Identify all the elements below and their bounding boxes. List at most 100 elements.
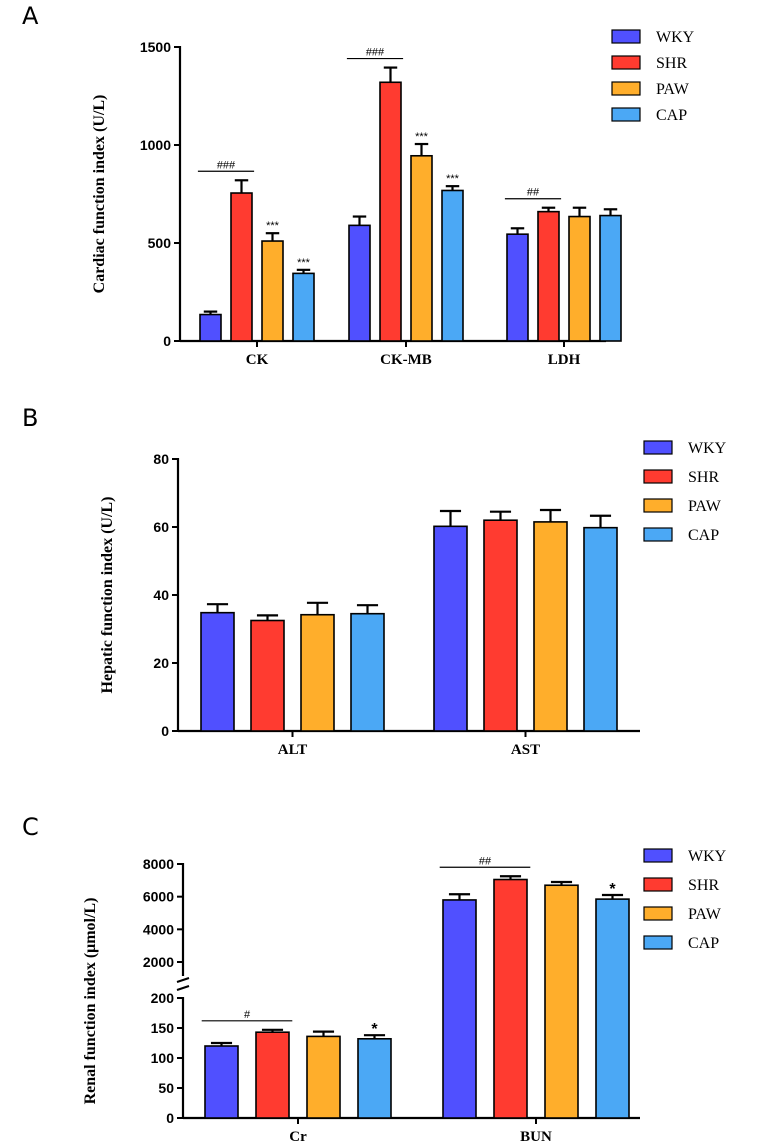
panel-label: B xyxy=(22,404,38,432)
significance-marker: ## xyxy=(527,187,540,199)
y-tick-label: 0 xyxy=(161,723,169,739)
bar-wky-ck xyxy=(199,313,222,342)
bar-paw-ast xyxy=(533,521,568,732)
y-tick-label: 150 xyxy=(151,1020,175,1036)
legend-label-shr: SHR xyxy=(688,877,719,894)
x-tick-label: BUN xyxy=(520,1129,552,1145)
y-tick-label: 8000 xyxy=(143,856,174,872)
bar-shr-alt xyxy=(250,619,285,732)
panel-b-chart: B Hepatic function index (U/L) 0 20 40 60 80 AL… xyxy=(22,404,727,758)
y-tick-label: 500 xyxy=(148,235,172,251)
bar-wky-bun xyxy=(442,899,477,1119)
bar-shr-ck-mb xyxy=(379,81,402,342)
bar-paw-alt xyxy=(300,613,335,732)
x-tick-label: LDH xyxy=(548,352,581,368)
y-axis-label: Renal function index (μmol/L) xyxy=(82,898,99,1105)
y-tick-label: 40 xyxy=(153,587,169,603)
bar-shr-bun xyxy=(493,878,528,1119)
legend-label-paw: PAW xyxy=(688,498,722,515)
bar-shr-ck xyxy=(230,192,253,342)
y-tick-label: 4000 xyxy=(143,921,174,937)
bar-paw-bun xyxy=(544,884,579,1119)
y-tick-label: 0 xyxy=(166,1110,174,1126)
legend-swatch-wky xyxy=(643,848,673,863)
significance-marker: ### xyxy=(366,47,385,59)
bar-cap-ldh xyxy=(599,214,622,342)
bar-wky-cr xyxy=(204,1045,239,1119)
significance-marker: * xyxy=(609,881,616,898)
y-tick-label: 0 xyxy=(163,333,171,349)
significance-marker: *** xyxy=(446,173,460,185)
significance-marker: * xyxy=(371,1021,378,1038)
significance-marker: ## xyxy=(479,855,492,867)
legend-swatch-cap xyxy=(643,527,673,542)
legend-label-cap: CAP xyxy=(656,107,687,124)
y-tick-label: 100 xyxy=(151,1050,175,1066)
y-tick-label: 60 xyxy=(153,519,169,535)
legend-swatch-wky xyxy=(611,29,641,44)
legend-label-paw: PAW xyxy=(656,81,690,98)
legend-swatch-cap xyxy=(643,935,673,950)
legend-swatch-paw xyxy=(643,906,673,921)
bar-cap-bun xyxy=(595,898,630,1119)
legend-swatch-wky xyxy=(643,440,673,455)
y-axis-label: Cardiac function index (U/L) xyxy=(91,95,108,294)
bar-shr-cr xyxy=(255,1031,290,1119)
legend-label-cap: CAP xyxy=(688,527,719,544)
bar-cap-ast xyxy=(583,526,618,732)
bar-shr-ldh xyxy=(537,210,560,342)
bar-paw-cr xyxy=(306,1035,341,1119)
bar-wky-ck-mb xyxy=(348,224,371,342)
bar-cap-cr xyxy=(357,1038,392,1119)
legend-swatch-paw xyxy=(643,498,673,513)
y-axis-label: Hepatic function index (U/L) xyxy=(99,497,116,694)
significance-marker: ### xyxy=(217,159,236,171)
bar-wky-alt xyxy=(200,611,235,732)
x-tick-label: AST xyxy=(511,742,540,758)
y-tick-label: 1500 xyxy=(140,39,171,55)
legend-label-shr: SHR xyxy=(656,55,687,72)
bar-shr-ast xyxy=(483,519,518,732)
x-tick-label: ALT xyxy=(278,742,307,758)
y-tick-label: 80 xyxy=(153,451,169,467)
bar-paw-ck-mb xyxy=(410,154,433,342)
significance-marker: # xyxy=(244,1009,251,1021)
y-tick-label: 6000 xyxy=(143,889,174,905)
bar-cap-alt xyxy=(350,612,385,732)
x-tick-label: Cr xyxy=(289,1129,307,1145)
legend-swatch-shr xyxy=(611,55,641,70)
significance-marker: *** xyxy=(415,131,429,143)
legend-label-paw: PAW xyxy=(688,906,722,923)
y-tick-label: 1000 xyxy=(140,137,171,153)
legend-swatch-shr xyxy=(643,877,673,892)
significance-marker: *** xyxy=(266,220,280,232)
axis-break-mark xyxy=(176,985,190,991)
bar-paw-ldh xyxy=(568,215,591,342)
legend-label-wky: WKY xyxy=(656,29,695,46)
legend-swatch-cap xyxy=(611,107,641,122)
legend-label-wky: WKY xyxy=(688,848,727,865)
bar-wky-ldh xyxy=(506,233,529,342)
bar-paw-ck xyxy=(261,240,284,342)
bar-cap-ck-mb xyxy=(441,189,464,342)
panel-label: C xyxy=(22,813,39,841)
legend-label-wky: WKY xyxy=(688,440,727,457)
bar-wky-ast xyxy=(433,525,468,732)
x-tick-label: CK xyxy=(246,352,269,368)
x-tick-label: CK-MB xyxy=(380,352,432,368)
y-tick-label: 20 xyxy=(153,655,169,671)
y-tick-label: 200 xyxy=(151,990,175,1006)
panel-a-chart: A Cardiac function index (U/L) 0 500 1000 150… xyxy=(22,2,695,368)
bar-cap-ck xyxy=(292,272,315,342)
axis-break-mark xyxy=(176,977,190,983)
legend-swatch-paw xyxy=(611,81,641,96)
panel-label: A xyxy=(22,2,39,30)
legend-label-shr: SHR xyxy=(688,469,719,486)
significance-marker: *** xyxy=(297,257,311,269)
legend-swatch-shr xyxy=(643,469,673,484)
y-tick-label: 50 xyxy=(158,1080,174,1096)
legend-label-cap: CAP xyxy=(688,935,719,952)
y-tick-label: 2000 xyxy=(143,954,174,970)
